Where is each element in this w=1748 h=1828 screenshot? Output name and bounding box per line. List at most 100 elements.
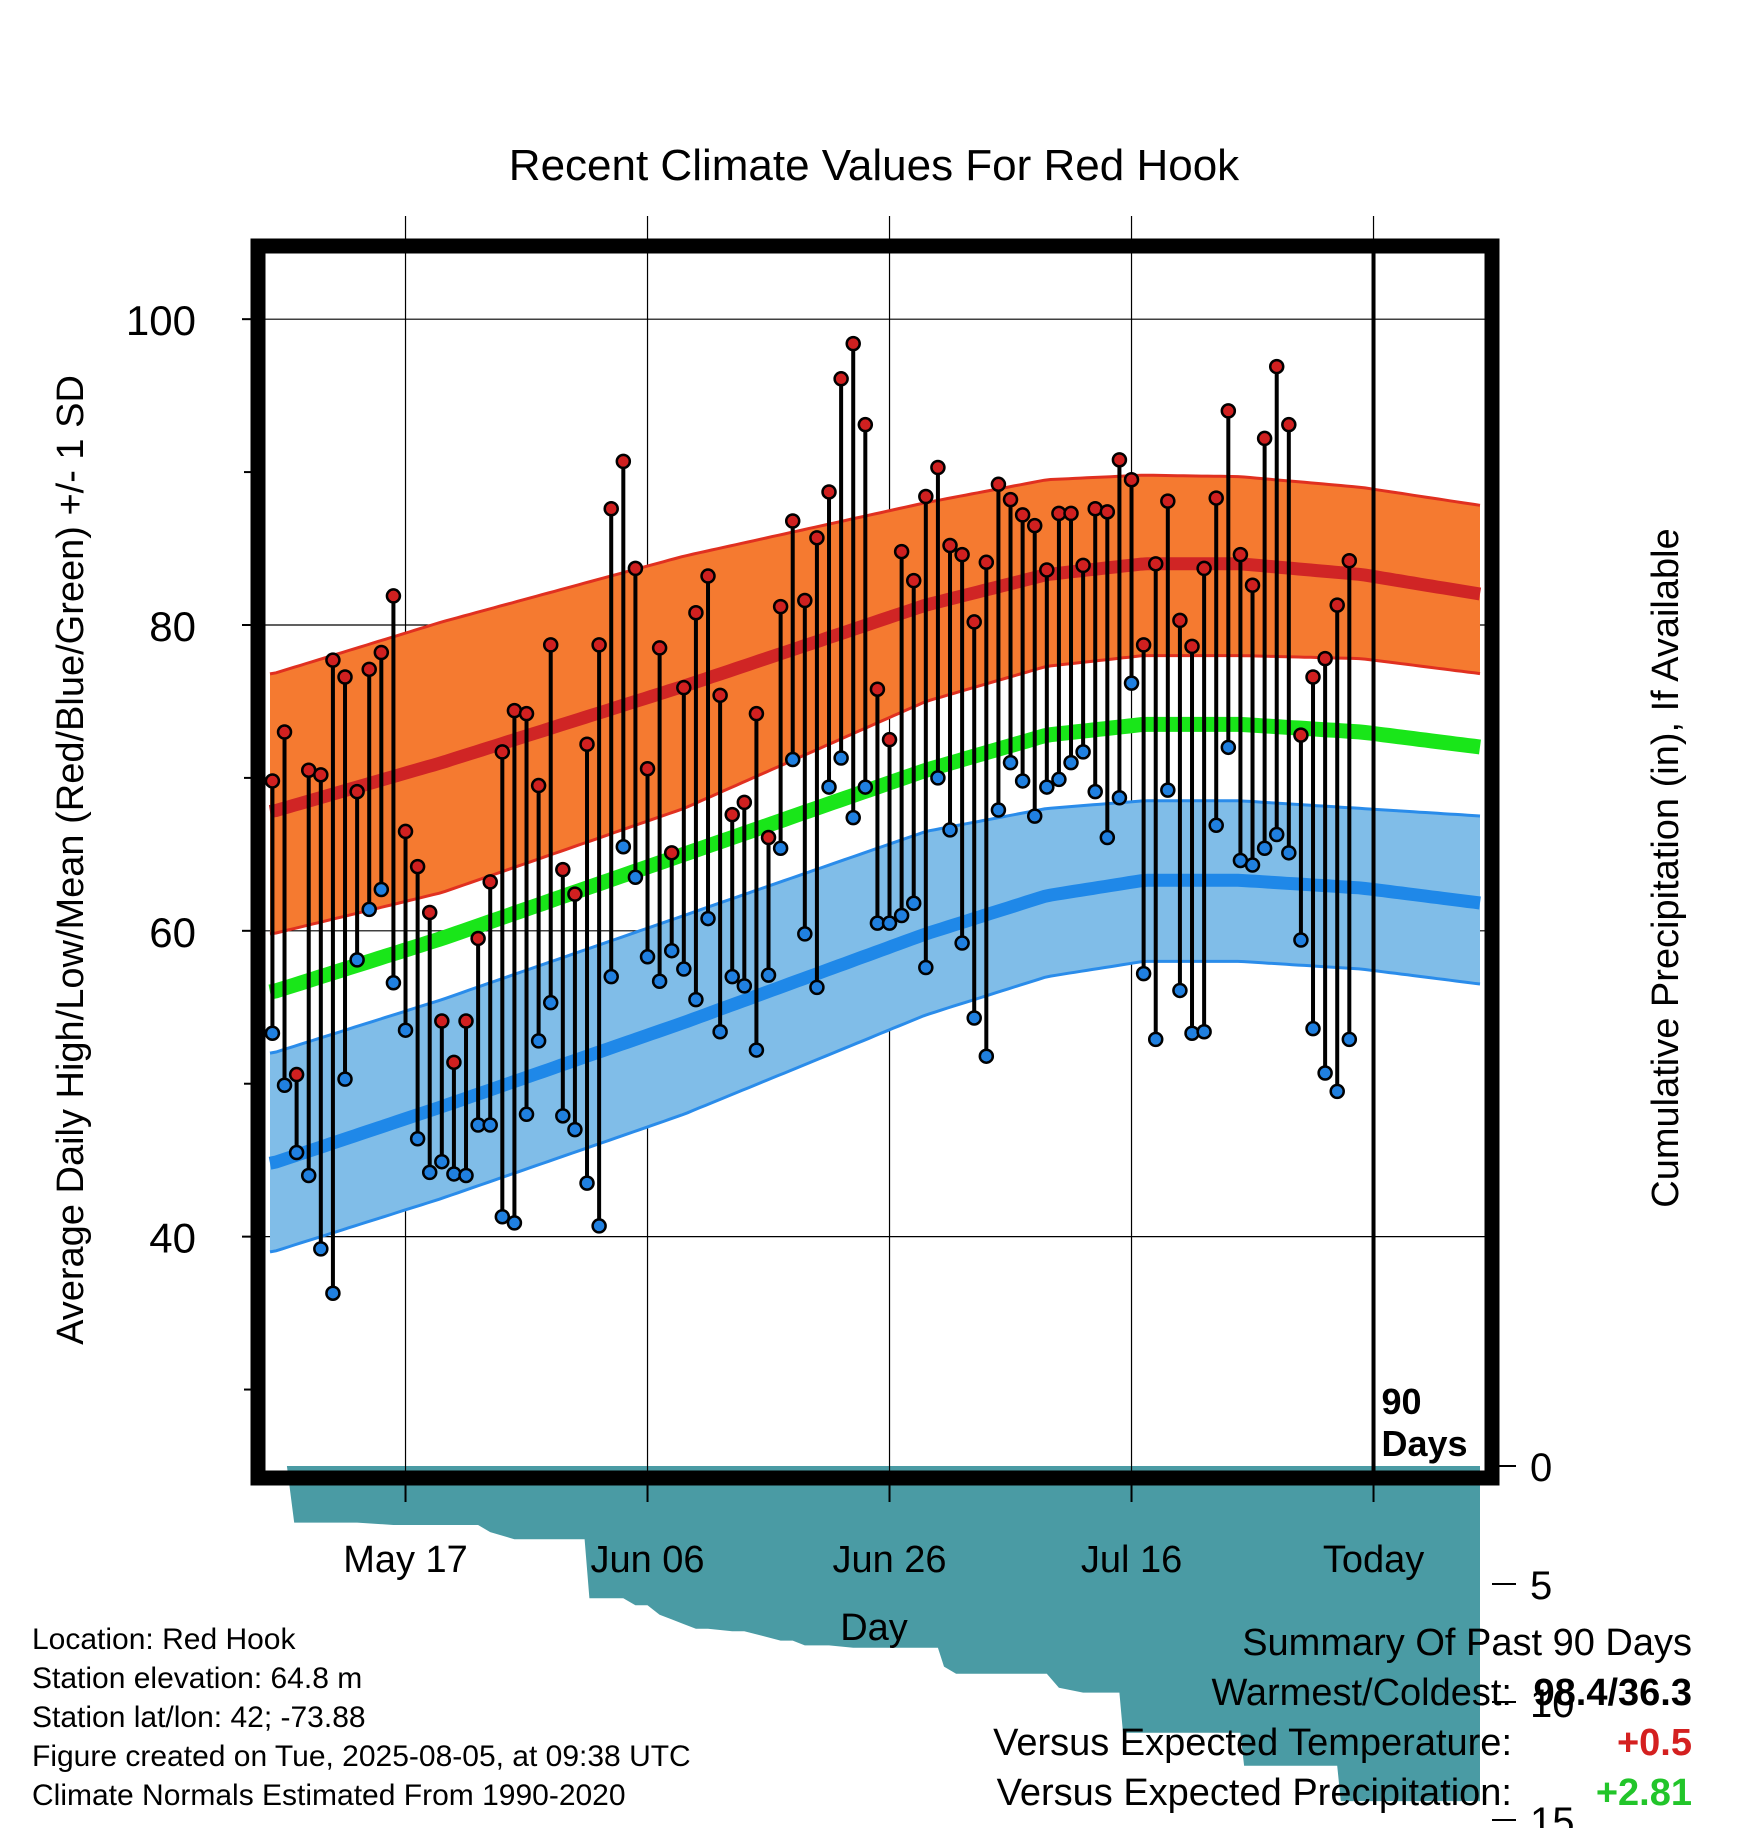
daily-low-point <box>1147 1031 1164 1048</box>
daily-high-point <box>1268 358 1285 375</box>
daily-high-point <box>1184 638 1200 655</box>
daily-high-point <box>954 546 970 563</box>
precip-value: +2.81 <box>1595 1772 1692 1814</box>
daily-low-point <box>1014 773 1031 789</box>
daily-high-point <box>736 794 753 811</box>
daily-low-point <box>337 1071 353 1087</box>
warm-cold-row: Warmest/Coldest: 98.4/36.3 <box>993 1668 1692 1718</box>
daily-high-point <box>470 930 486 947</box>
daily-low-point <box>676 961 692 977</box>
daily-high-point <box>1075 557 1091 574</box>
daily-high-point <box>1220 403 1237 419</box>
x-axis-label: Day <box>840 1607 908 1649</box>
daily-low-point <box>579 1175 595 1191</box>
daily-high-point <box>1256 430 1273 447</box>
daily-low-point <box>1244 857 1261 873</box>
daily-high-point <box>821 484 837 500</box>
daily-low-point <box>530 1033 547 1049</box>
daily-low-point <box>567 1121 583 1138</box>
daily-high-point <box>1099 504 1116 520</box>
daily-high-point <box>313 767 329 783</box>
precip-area <box>272 1466 1480 1802</box>
daily-high-point <box>772 598 789 615</box>
x-tick-label: Jun 06 <box>590 1539 704 1581</box>
created-text: Figure created on Tue, 2025-08-05, at 09… <box>32 1740 691 1773</box>
location-text: Location: Red Hook <box>32 1623 296 1656</box>
daily-high-point <box>676 679 692 696</box>
daily-high-point <box>905 572 922 589</box>
daily-high-point <box>881 731 898 748</box>
daily-high-point <box>518 705 535 722</box>
temp-label: Versus Expected Temperature: <box>993 1722 1512 1764</box>
daily-low-point <box>893 907 910 924</box>
daily-high-point <box>555 861 571 878</box>
daily-high-point <box>458 1013 474 1029</box>
daily-high-point <box>567 886 583 902</box>
daily-low-point <box>809 979 825 996</box>
daily-low-point <box>942 822 958 838</box>
latlon-text: Station lat/lon: 42; -73.88 <box>32 1701 366 1734</box>
elevation-text: Station elevation: 64.8 m <box>32 1662 363 1695</box>
daily-low-point <box>1317 1065 1333 1081</box>
daily-high-point <box>893 543 910 560</box>
low-normal-band <box>270 800 1480 1252</box>
daily-low-point <box>978 1048 995 1064</box>
daily-low-point <box>784 751 801 768</box>
precip-label: Versus Expected Precipitation: <box>996 1772 1512 1814</box>
daily-low-point <box>361 901 377 918</box>
daily-low-point <box>905 895 922 912</box>
daily-low-point <box>639 949 656 965</box>
daily-low-point <box>700 910 716 927</box>
daily-high-point <box>1232 546 1249 563</box>
daily-low-point <box>482 1117 498 1133</box>
warm-cold-value: 98.4/36.3 <box>1533 1672 1692 1714</box>
daily-high-point <box>1002 491 1019 508</box>
daily-low-point <box>1268 826 1285 843</box>
daily-low-point <box>954 935 970 951</box>
daily-high-point <box>663 845 680 861</box>
daily-low-point <box>1123 675 1140 691</box>
daily-low-point <box>663 942 680 959</box>
plot-frame <box>250 238 1500 1486</box>
daily-high-point <box>494 744 511 760</box>
daily-low-point <box>555 1108 571 1124</box>
daily-high-point <box>276 724 293 740</box>
precip-row: Versus Expected Precipitation: +2.81 <box>993 1768 1692 1818</box>
daily-low-point <box>409 1131 426 1147</box>
daily-low-point <box>736 978 753 994</box>
daily-low-point <box>1208 817 1224 834</box>
daily-high-point <box>1317 650 1333 667</box>
daily-high-point <box>409 858 426 875</box>
daily-high-point <box>712 687 728 704</box>
today-layer: 90 Days <box>1371 252 1468 1472</box>
daily-low-point <box>1051 771 1067 788</box>
daily-low-point <box>797 926 813 942</box>
x-axis: May 17 Jun 06 Jun 26 Jul 16 Today <box>343 1478 1424 1581</box>
temp-value: +0.5 <box>1616 1722 1692 1764</box>
today-days-label: 90 Days <box>1382 1381 1468 1464</box>
daily-low-point <box>349 952 365 968</box>
y-right-tick-label: 5 <box>1530 1564 1552 1608</box>
daily-high-point <box>1135 637 1152 653</box>
today-days-label-line: Days <box>1382 1423 1468 1464</box>
daily-high-point <box>700 568 716 584</box>
daily-low-point <box>1075 744 1091 760</box>
daily-low-point <box>857 779 874 795</box>
daily-low-point <box>845 809 861 826</box>
daily-high-point <box>784 513 801 529</box>
daily-high-point <box>579 736 595 753</box>
daily-low-point <box>881 915 898 931</box>
daily-high-point <box>1026 517 1043 534</box>
daily-low-point <box>1160 782 1176 798</box>
daily-low-point <box>1026 808 1043 824</box>
daily-low-point <box>990 802 1007 818</box>
x-tick-label: Jun 26 <box>832 1539 946 1581</box>
daily-low-point <box>421 1164 438 1181</box>
daily-high-point <box>809 530 825 546</box>
daily-high-point <box>797 592 813 609</box>
daily-high-point <box>603 501 619 517</box>
daily-low-point <box>1002 754 1019 771</box>
daily-low-point <box>1099 829 1116 846</box>
normals-text: Climate Normals Estimated From 1990-2020 <box>32 1779 626 1812</box>
